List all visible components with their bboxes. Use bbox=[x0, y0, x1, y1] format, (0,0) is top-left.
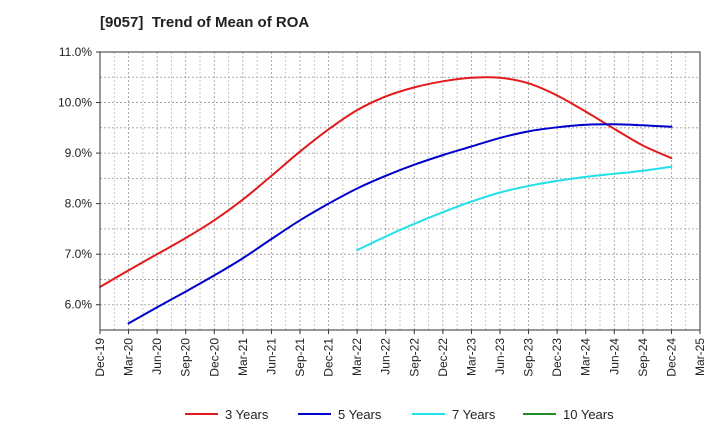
x-tick-label: Mar-24 bbox=[579, 338, 593, 376]
legend-label-3-years: 3 Years bbox=[225, 407, 269, 422]
y-tick-label: 8.0% bbox=[65, 197, 93, 211]
x-tick-label: Jun-23 bbox=[493, 338, 507, 375]
x-tick-label: Mar-22 bbox=[350, 338, 364, 376]
x-tick-label: Jun-21 bbox=[264, 338, 278, 375]
axes: 6.0% 7.0% 8.0% 9.0% 10.0% 11.0% Dec-19 Mar-20 Ju… bbox=[58, 45, 707, 377]
plot-frame bbox=[99, 51, 701, 331]
legend-label-5-years: 5 Years bbox=[338, 407, 382, 422]
x-tick-label: Jun-24 bbox=[607, 338, 621, 375]
series-line-3-years bbox=[99, 76, 673, 289]
x-tick-label: Mar-20 bbox=[122, 338, 136, 376]
x-tick-label: Dec-24 bbox=[664, 338, 678, 377]
x-tick-label: Dec-22 bbox=[436, 338, 450, 377]
x-tick-label: Sep-21 bbox=[293, 338, 307, 377]
y-tick-label: 10.0% bbox=[58, 96, 92, 110]
x-tick-label: Mar-25 bbox=[693, 338, 707, 376]
x-tick-label: Mar-21 bbox=[236, 338, 250, 376]
x-tick-label: Sep-24 bbox=[636, 338, 650, 377]
y-tick-label: 7.0% bbox=[65, 247, 93, 261]
x-tick-label: Dec-19 bbox=[93, 338, 107, 377]
legend-label-10-years: 10 Years bbox=[563, 407, 614, 422]
legend-label-7-years: 7 Years bbox=[452, 407, 496, 422]
x-tick-label: Sep-22 bbox=[407, 338, 421, 377]
x-tick-label: Dec-21 bbox=[322, 338, 336, 377]
x-tick-label: Sep-23 bbox=[522, 338, 536, 377]
y-tick-label: 9.0% bbox=[65, 146, 93, 160]
x-tick-label: Dec-20 bbox=[207, 338, 221, 377]
y-tick-label: 11.0% bbox=[59, 45, 92, 59]
series-line-5-years bbox=[127, 123, 673, 325]
x-tick-label: Mar-23 bbox=[464, 338, 478, 376]
legend: 3 Years 5 Years 7 Years 10 Years bbox=[185, 407, 614, 422]
series-line-7-years bbox=[356, 165, 673, 252]
x-tick-label: Dec-23 bbox=[550, 338, 564, 377]
x-tick-label: Jun-20 bbox=[150, 338, 164, 375]
y-tick-label: 6.0% bbox=[65, 298, 93, 312]
chart-title: [9057] Trend of Mean of ROA bbox=[100, 14, 310, 31]
x-tick-label: Sep-20 bbox=[179, 338, 193, 377]
x-tick-label: Jun-22 bbox=[379, 338, 393, 375]
series-lines bbox=[99, 76, 673, 325]
